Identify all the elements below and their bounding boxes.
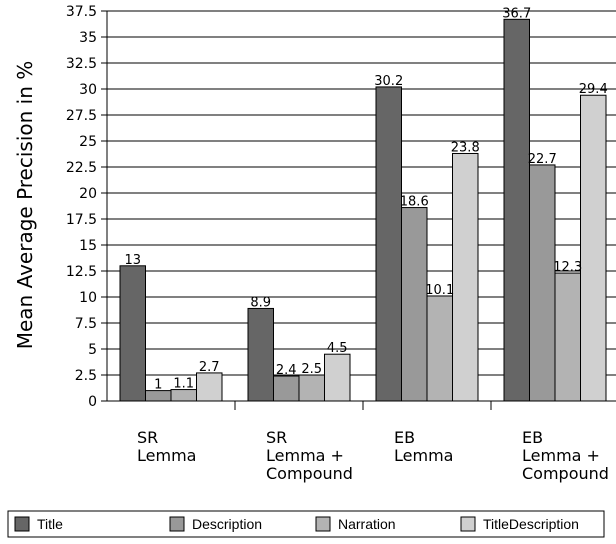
y-tick-label: 22.5 <box>66 160 97 176</box>
bar-titledescription <box>324 353 351 402</box>
category-label: Lemma <box>137 446 196 465</box>
data-label: 22.7 <box>528 152 557 167</box>
data-label: 4.5 <box>327 341 348 356</box>
bar-title <box>247 307 274 402</box>
bar-description <box>401 207 428 402</box>
legend-label-narration: Narration <box>338 516 396 532</box>
legend-label-titledescription: TitleDescription <box>483 516 579 532</box>
data-label: 10.1 <box>425 283 454 298</box>
y-tick-label: 20 <box>79 186 97 202</box>
data-label: 1.1 <box>173 377 194 392</box>
data-label: 2.5 <box>301 362 322 377</box>
bar-description <box>529 164 556 402</box>
data-label: 1 <box>154 378 162 393</box>
axes: 02.557.51012.51517.52022.52527.53032.535… <box>66 4 616 483</box>
y-tick-label: 37.5 <box>66 4 97 20</box>
data-labels: 13 1 1.1 2.7 8.9 2.4 2.5 4.5 30.2 18.6 10.1 23.8 36.… <box>124 6 607 392</box>
y-tick-label: 15 <box>79 238 97 254</box>
y-tick-label: 12.5 <box>66 264 97 280</box>
y-tick-label: 0 <box>88 394 97 410</box>
bar-description <box>273 375 300 402</box>
category-label: Lemma + <box>266 446 344 465</box>
y-tick-label: 30 <box>79 82 97 98</box>
bars <box>119 18 607 402</box>
legend-label-title: Title <box>37 516 63 532</box>
legend: Title Description Narration TitleDescriptio… <box>7 510 605 538</box>
y-tick-label: 32.5 <box>66 56 97 72</box>
legend-swatch-titledescription <box>460 516 476 532</box>
category-label: SR <box>137 428 158 447</box>
bar-narration <box>426 295 453 402</box>
y-tick-label: 27.5 <box>66 108 97 124</box>
data-label: 23.8 <box>451 140 480 155</box>
legend-swatch-title <box>14 516 30 532</box>
legend-swatch-description <box>169 516 185 532</box>
data-label: 2.7 <box>199 360 220 375</box>
bar-titledescription <box>580 94 607 402</box>
data-label: 29.4 <box>579 82 608 97</box>
data-label: 13 <box>124 253 141 268</box>
category-label: Compound <box>266 464 353 483</box>
legend-swatch-narration <box>315 516 331 532</box>
bar-narration <box>554 272 581 402</box>
category-label: Lemma + <box>522 446 600 465</box>
y-tick-label: 5 <box>88 342 97 358</box>
data-label: 30.2 <box>374 74 403 89</box>
y-tick-label: 35 <box>79 30 97 46</box>
bar-title <box>119 265 146 402</box>
y-tick-label: 2.5 <box>75 368 97 384</box>
category-label: SR <box>266 428 287 447</box>
bar-titledescription <box>452 152 479 402</box>
category-label: Compound <box>522 464 609 483</box>
category-label: EB <box>522 428 543 447</box>
category-label: Lemma <box>394 446 453 465</box>
y-tick-label: 25 <box>79 134 97 150</box>
y-tick-label: 10 <box>79 290 97 306</box>
grid-lines <box>107 10 616 376</box>
data-label: 12.3 <box>553 260 582 275</box>
bar-title <box>375 86 402 402</box>
y-axis-label: Mean Average Precision in % <box>13 61 37 350</box>
bar-narration <box>298 374 325 402</box>
data-label: 2.4 <box>276 363 297 378</box>
legend-box <box>7 510 605 538</box>
data-label: 8.9 <box>250 295 271 310</box>
legend-label-description: Description <box>192 516 262 532</box>
bar-titledescription <box>196 372 223 402</box>
category-label: EB <box>394 428 415 447</box>
y-tick-label: 17.5 <box>66 212 97 228</box>
y-tick-label: 7.5 <box>75 316 97 332</box>
data-label: 18.6 <box>400 195 429 210</box>
data-label: 36.7 <box>502 6 531 21</box>
bar-title <box>503 18 530 402</box>
